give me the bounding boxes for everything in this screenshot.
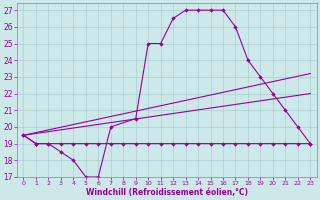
X-axis label: Windchill (Refroidissement éolien,°C): Windchill (Refroidissement éolien,°C)	[86, 188, 248, 197]
